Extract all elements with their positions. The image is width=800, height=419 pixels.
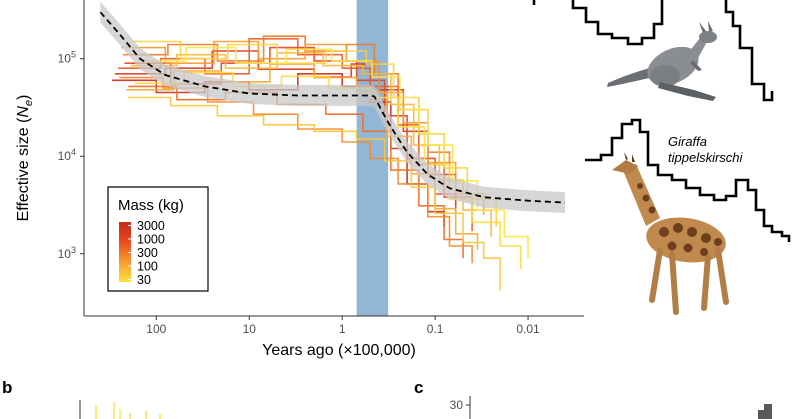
y-tick-label-1: 103 (58, 245, 76, 261)
giraffe-head-shape (612, 160, 638, 174)
panel-b: b (2, 378, 161, 419)
species-panel: Giraffa tippelskirschi (532, 0, 791, 315)
y-tick-label-2: 104 (58, 147, 76, 163)
mean-trend-line (99, 11, 566, 204)
y-axis-title-close: ) (15, 95, 32, 100)
y-axis-title-sub: e (23, 100, 35, 106)
x-tick-label-5: 0.01 (516, 322, 540, 336)
kangaroo-ears-shape (699, 21, 713, 33)
giraffe-spots (637, 183, 722, 256)
x-axis-ticks: 100 10 1 0.1 0.01 (146, 316, 540, 336)
series-line-11 (128, 96, 501, 291)
kangaroo-tail-shape (607, 68, 654, 87)
panel-c-tick-label: 30 (450, 398, 464, 412)
panel-c-bar-1 (758, 410, 764, 419)
species-label-genus: Giraffa (668, 134, 707, 149)
species-label-epithet: tippelskirschi (668, 150, 744, 165)
x-axis-title: Years ago (×100,000) (262, 342, 416, 359)
plot-area (99, 0, 566, 316)
x-tick-label-4: 0.1 (427, 322, 444, 336)
y-axis-title-main: Effective size ( (15, 117, 32, 221)
y-tick-label-3: 105 (58, 50, 76, 66)
panel-b-label: b (2, 378, 12, 397)
x-tick-label-3: 1 (339, 322, 346, 336)
giraffe-illustration (612, 152, 729, 315)
panel-b-marks (95, 402, 161, 419)
y-axis-title-var: N (15, 106, 32, 118)
x-tick-label-1: 100 (146, 322, 166, 336)
kangaroo-leg-shape (658, 82, 716, 101)
kangaroo-haunch-shape (650, 65, 680, 87)
y-axis-ticks: 103 104 105 (58, 50, 84, 261)
legend-label-3: 300 (137, 246, 158, 260)
main-plot: 100 10 1 0.1 0.01 103 104 105 Years ago (×100,… (15, 0, 584, 359)
legend-label-4: 100 (137, 260, 158, 274)
panel-c-bar-2 (764, 404, 772, 419)
legend-label-5: 30 (137, 273, 151, 287)
kangaroo-arm-shape (690, 60, 702, 71)
kangaroo-head-shape (699, 31, 717, 43)
kangaroo-ne-trajectory (532, 0, 774, 102)
x-tick-label-2: 10 (243, 322, 257, 336)
giraffe-ne-trajectory (585, 118, 791, 242)
y-axis-title: Effective size (Ne) (15, 95, 35, 222)
kangaroo-neck-shape (688, 38, 708, 58)
panel-c: c 30 (414, 378, 772, 419)
giraffe-legs (649, 247, 729, 315)
mean-trend-band (100, 1, 566, 214)
series-line-12 (132, 40, 497, 227)
legend-colorbar (119, 222, 131, 282)
kangaroo-illustration (607, 21, 717, 101)
series-line-14 (137, 46, 529, 259)
legend-title: Mass (kg) (118, 197, 184, 214)
legend-label-2: 1000 (137, 233, 165, 247)
panel-c-label: c (414, 378, 423, 397)
legend-label-1: 3000 (137, 219, 165, 233)
giraffe-ossicones-shape (624, 152, 635, 162)
